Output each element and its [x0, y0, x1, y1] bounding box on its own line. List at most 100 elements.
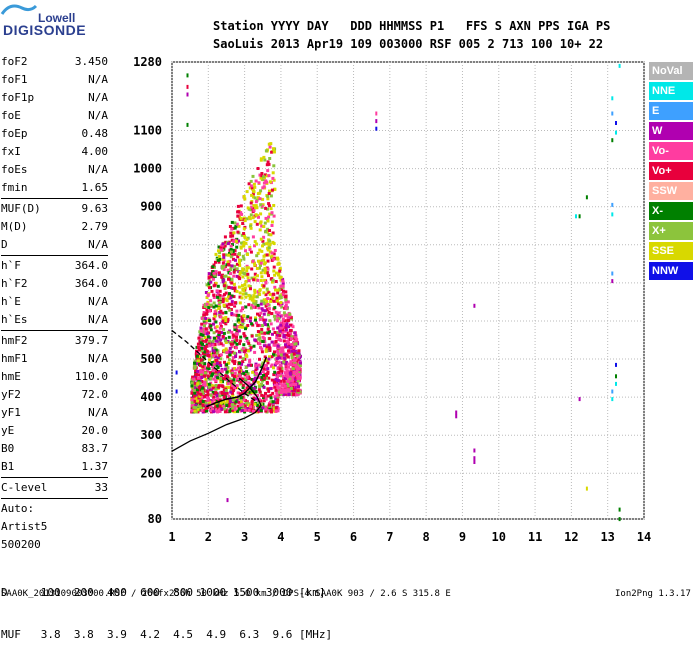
echo-pixel [281, 317, 285, 321]
echo-pixel [294, 364, 298, 368]
echo-pixel [260, 393, 264, 397]
muf-distance-table: D 100 200 400 600 800 1000 1500 3000 [km… [1, 558, 332, 656]
echo-pixel [286, 380, 290, 383]
echo-pixel [210, 400, 214, 404]
echo-pixel [261, 340, 265, 343]
echo-pixel [262, 374, 265, 377]
echo-pixel [237, 366, 240, 370]
echo-pixel [266, 327, 270, 331]
echo-pixel [190, 401, 194, 405]
echo-pixel [200, 372, 203, 376]
echo-pixel [281, 331, 284, 335]
echo-pixel [290, 356, 294, 359]
echo-pixel [281, 348, 285, 352]
echo-point [578, 397, 581, 402]
echo-pixel [284, 333, 288, 337]
echo-pixel [222, 265, 226, 268]
echo-pixel [211, 407, 214, 411]
echo-pixel [212, 354, 216, 358]
echo-cloud [190, 142, 302, 414]
echo-pixel [253, 263, 257, 267]
echo-pixel [296, 379, 300, 383]
echo-pixel [223, 286, 227, 290]
echo-pixel [217, 340, 221, 344]
echo-pixel [201, 339, 205, 343]
echo-pixel [271, 332, 274, 336]
param-row: MUF(D) 9.63 [1, 200, 108, 218]
echo-pixel [250, 276, 254, 280]
echo-pixel [222, 388, 226, 392]
echo-pixel [262, 185, 266, 189]
echo-pixel [242, 195, 246, 198]
echo-pixel [246, 324, 250, 327]
echo-pixel [268, 239, 272, 243]
x-tick-label: 11 [528, 530, 542, 544]
echo-pixel [251, 296, 255, 300]
echo-point [455, 414, 458, 419]
echo-pixel [279, 284, 283, 288]
ionospheric-parameter-table: foF2 3.450 foF1 N/A foF1p N/A foE N/A foEp 0.48 fx… [1, 53, 108, 554]
echo-pixel [221, 294, 225, 298]
param-value: 379.7 [74, 334, 108, 347]
param-row: h`F2 364.0 [1, 275, 108, 293]
echo-pixel [255, 295, 259, 299]
echo-pixel [234, 368, 238, 372]
echo-pixel [261, 406, 265, 410]
echo-pixel [207, 306, 211, 309]
echo-pixel [268, 337, 272, 341]
echo-pixel [266, 370, 270, 374]
echo-pixel [246, 206, 250, 210]
echo-pixel [205, 396, 209, 400]
echo-pixel [241, 360, 245, 364]
echo-pixel [292, 380, 296, 384]
echo-pixel [289, 337, 293, 341]
echo-pixel [278, 386, 281, 390]
echo-pixel [264, 349, 268, 353]
echo-pixel [239, 211, 243, 215]
echo-pixel [264, 407, 268, 411]
echo-pixel [232, 231, 236, 235]
echo-pixel [243, 197, 247, 201]
echo-pixel [256, 167, 260, 170]
echo-pixel [241, 325, 245, 329]
echo-pixel [211, 361, 215, 365]
echo-pixel [290, 343, 294, 346]
echo-pixel [274, 280, 278, 283]
echo-pixel [255, 321, 258, 325]
echo-pixel [233, 362, 237, 365]
echo-pixel [293, 363, 297, 367]
y-tick-label: 200 [140, 466, 162, 480]
echo-pixel [285, 369, 289, 373]
echo-pixel [199, 345, 203, 349]
echo-pixel [218, 361, 222, 365]
echo-pixel [268, 292, 272, 296]
echo-pixel [207, 272, 211, 276]
echo-pixel [245, 407, 249, 411]
echo-pixel [206, 392, 210, 396]
echo-pixel [256, 196, 260, 200]
echo-pixel [221, 311, 225, 315]
echo-pixel [295, 371, 299, 375]
legend-item: SSE [649, 242, 693, 260]
echo-pixel [268, 145, 272, 149]
echo-pixel [199, 326, 203, 330]
param-name: C-level [1, 481, 48, 494]
echo-pixel [249, 213, 253, 217]
echo-pixel [269, 194, 273, 198]
echo-pixel [259, 409, 263, 413]
echo-pixel [233, 372, 237, 375]
echo-pixel [264, 397, 268, 401]
echo-pixel [282, 325, 286, 329]
echo-pixel [199, 393, 203, 396]
echo-pixel [245, 339, 249, 343]
echo-pixel [232, 270, 236, 274]
echo-pixel [270, 340, 274, 344]
echo-pixel [238, 366, 242, 370]
echo-pixel [242, 398, 246, 402]
echo-pixel [246, 266, 250, 270]
echo-pixel [262, 235, 266, 239]
echo-pixel [260, 350, 264, 354]
echo-pixel [243, 219, 247, 223]
echo-pixel [257, 363, 261, 367]
echo-pixel [266, 246, 270, 250]
